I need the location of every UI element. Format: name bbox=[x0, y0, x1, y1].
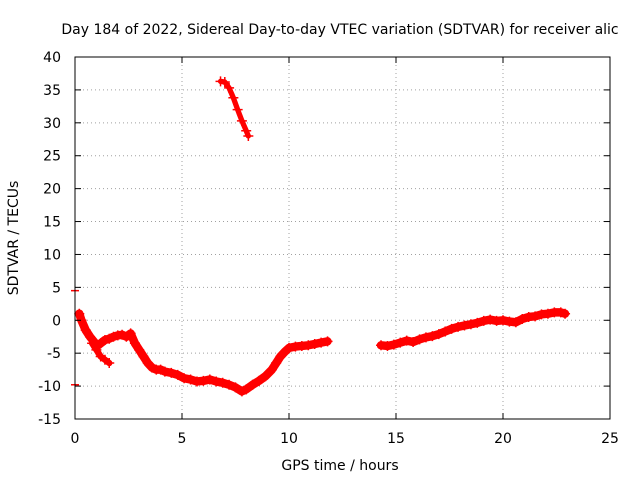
x-axis-label: GPS time / hours bbox=[281, 458, 398, 474]
data-point bbox=[236, 115, 247, 126]
y-tick-label: 40 bbox=[43, 50, 61, 66]
data-point bbox=[134, 344, 145, 355]
data-point bbox=[433, 329, 444, 340]
data-point bbox=[243, 130, 254, 141]
data-point bbox=[224, 82, 235, 93]
data-point bbox=[284, 342, 294, 353]
data-point bbox=[74, 308, 85, 319]
data-point bbox=[485, 314, 496, 325]
data-point bbox=[179, 373, 190, 384]
data-point bbox=[241, 384, 252, 395]
data-point bbox=[316, 337, 327, 348]
data-point bbox=[517, 313, 528, 324]
data-point bbox=[198, 375, 209, 386]
data-point bbox=[159, 366, 170, 377]
data-point bbox=[309, 338, 320, 349]
data-point bbox=[382, 340, 393, 351]
data-point bbox=[236, 386, 247, 397]
data-point bbox=[87, 338, 98, 349]
series-line bbox=[217, 78, 251, 139]
data-point bbox=[414, 334, 425, 345]
data-point bbox=[125, 328, 136, 339]
data-point bbox=[478, 315, 489, 326]
data-point bbox=[185, 374, 196, 385]
data-point bbox=[260, 371, 271, 382]
data-point bbox=[465, 319, 476, 330]
data-point bbox=[275, 351, 286, 362]
y-axis-label: SDTVAR / TECUs bbox=[6, 181, 22, 296]
data-point bbox=[446, 323, 457, 334]
data-point bbox=[219, 77, 230, 88]
data-point bbox=[138, 351, 149, 362]
data-point bbox=[232, 104, 243, 115]
y-tick-label: 35 bbox=[43, 83, 61, 99]
data-point bbox=[204, 374, 215, 385]
data-point bbox=[459, 320, 470, 331]
x-tick-label: 0 bbox=[71, 431, 80, 447]
data-point bbox=[388, 339, 399, 350]
x-tick-label: 20 bbox=[494, 431, 512, 447]
data-series-layer bbox=[71, 76, 571, 397]
data-point bbox=[560, 308, 571, 319]
data-point bbox=[530, 311, 541, 322]
data-point bbox=[395, 337, 406, 348]
data-point bbox=[108, 331, 119, 342]
data-point bbox=[427, 331, 438, 342]
data-point bbox=[401, 335, 412, 346]
data-point bbox=[80, 325, 91, 336]
data-point bbox=[247, 379, 258, 390]
data-point bbox=[440, 326, 451, 337]
data-point bbox=[498, 315, 508, 326]
data-point bbox=[266, 364, 277, 375]
data-point bbox=[271, 358, 282, 369]
y-tick-label: 10 bbox=[43, 247, 61, 263]
y-tick-label: 20 bbox=[43, 182, 61, 198]
data-point bbox=[99, 335, 110, 346]
y-tick-label: -15 bbox=[38, 412, 61, 428]
data-point bbox=[228, 92, 239, 103]
data-point bbox=[322, 336, 333, 347]
data-point bbox=[510, 317, 521, 328]
data-point bbox=[84, 331, 95, 342]
data-point bbox=[217, 377, 228, 388]
data-point bbox=[104, 333, 115, 344]
data-point bbox=[230, 382, 241, 393]
x-tick-label: 25 bbox=[601, 431, 619, 447]
data-point bbox=[303, 340, 314, 351]
axis-ticks: 0 5 10 15 20 25 -15 -10 -5 0 5 10 15 20 25 30 35 40 bbox=[38, 50, 619, 447]
data-point bbox=[104, 358, 115, 369]
data-point bbox=[117, 329, 128, 340]
x-tick-label: 15 bbox=[387, 431, 405, 447]
data-point bbox=[224, 379, 235, 390]
y-tick-label: 15 bbox=[43, 215, 61, 231]
data-point bbox=[408, 336, 419, 347]
y-tick-label: 5 bbox=[52, 280, 61, 296]
chart-title: Day 184 of 2022, Sidereal Day-to-day VTE… bbox=[61, 22, 618, 38]
data-point bbox=[241, 125, 252, 136]
data-point bbox=[166, 367, 177, 378]
grid-lines bbox=[75, 57, 610, 419]
data-point bbox=[129, 338, 140, 349]
plot-frame bbox=[74, 56, 611, 420]
data-point bbox=[155, 364, 166, 375]
data-point bbox=[147, 362, 158, 373]
y-tick-label: 0 bbox=[52, 313, 61, 329]
data-point bbox=[453, 321, 464, 332]
data-point bbox=[91, 344, 102, 355]
data-point bbox=[172, 369, 183, 380]
data-point bbox=[542, 308, 553, 319]
y-tick-label: 30 bbox=[43, 116, 61, 132]
data-point bbox=[555, 307, 566, 318]
data-point bbox=[142, 358, 153, 369]
x-tick-label: 5 bbox=[178, 431, 187, 447]
data-point bbox=[254, 375, 265, 386]
y-tick-label: -5 bbox=[47, 346, 61, 362]
data-point bbox=[472, 317, 483, 328]
y-tick-label: -10 bbox=[38, 379, 61, 395]
data-point bbox=[420, 332, 431, 343]
x-tick-label: 10 bbox=[280, 431, 298, 447]
y-tick-label: 25 bbox=[43, 149, 61, 165]
data-point bbox=[211, 376, 222, 387]
